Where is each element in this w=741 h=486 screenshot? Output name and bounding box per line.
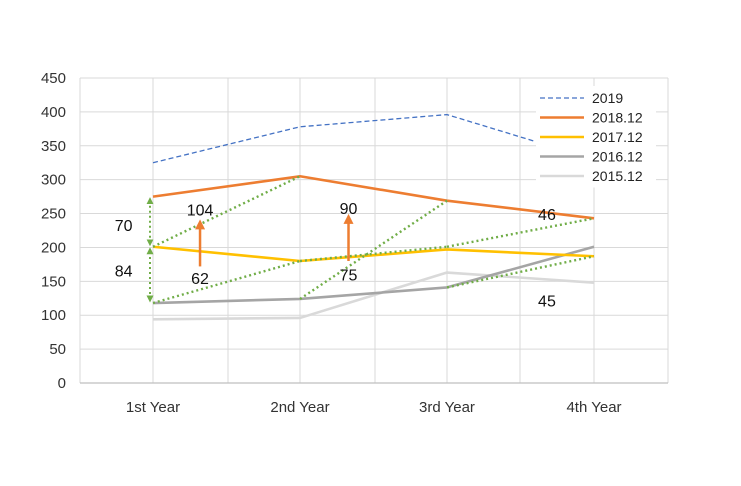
- y-tick-label: 50: [49, 341, 66, 358]
- legend-label: 2018.12: [592, 110, 643, 126]
- series-line-2018-12: [152, 174, 595, 220]
- x-axis-ticks: 1st Year 2nd Year 3rd Year 4th Year: [126, 399, 622, 416]
- legend-label: 2016.12: [592, 149, 643, 165]
- green-connector: [446, 255, 595, 289]
- y-tick-label: 300: [41, 172, 66, 189]
- legend: 2019 2018.12 2017.12 2016.12 2015.12: [536, 86, 656, 188]
- y-tick-label: 150: [41, 273, 66, 290]
- series-line-2017-12: [152, 245, 595, 263]
- x-tick-label: 4th Year: [566, 399, 621, 416]
- gridlines: [79, 77, 669, 384]
- x-tick-label: 2nd Year: [270, 399, 329, 416]
- y-tick-label: 450: [41, 70, 66, 87]
- green-connector: [152, 175, 301, 248]
- y-tick-label: 200: [41, 239, 66, 256]
- annotation-label: 90: [340, 201, 358, 218]
- legend-label: 2019: [592, 90, 623, 106]
- annotation-label: 46: [538, 207, 556, 224]
- legend-label: 2015.12: [592, 168, 643, 184]
- green-connector: [152, 259, 301, 305]
- annotation-label: 84: [115, 263, 133, 280]
- y-tick-label: 250: [41, 206, 66, 223]
- x-tick-label: 3rd Year: [419, 399, 475, 416]
- series-line-2019: [152, 113, 595, 164]
- legend-label: 2017.12: [592, 129, 643, 145]
- y-tick-label: 400: [41, 104, 66, 121]
- annotation-label: 45: [538, 293, 556, 310]
- y-tick-label: 0: [58, 375, 66, 392]
- annotation-label: 62: [191, 271, 209, 288]
- annotation-label: 104: [187, 202, 214, 219]
- series-lines: [152, 113, 595, 321]
- y-tick-label: 350: [41, 138, 66, 155]
- orange-arrows: [195, 213, 354, 267]
- y-tick-label: 100: [41, 307, 66, 324]
- annotation-label: 75: [340, 268, 358, 285]
- annotation-label: 70: [115, 218, 133, 235]
- series-line-2015-12: [152, 271, 595, 321]
- annotations: 70 84 104 62 90 75 46 45: [115, 201, 556, 310]
- x-tick-label: 1st Year: [126, 399, 180, 416]
- y-axis-ticks: 0 50 100 150 200 250 300 350 400 450: [41, 70, 66, 392]
- series-line-2016-12: [152, 245, 595, 305]
- green-connectors: [146, 175, 595, 305]
